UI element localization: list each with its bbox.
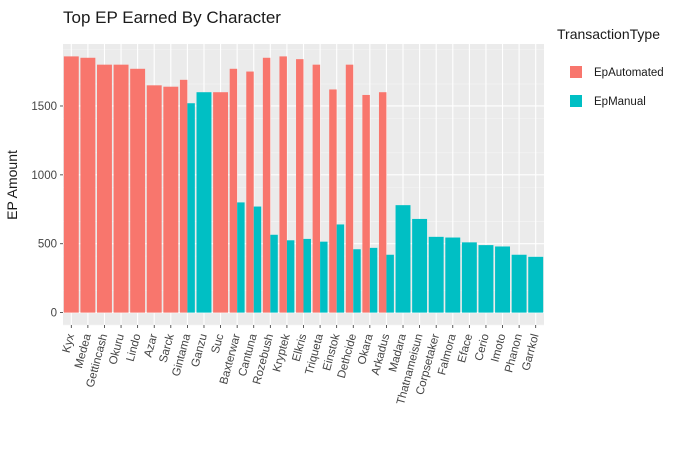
legend-label: EpAutomated xyxy=(594,67,664,79)
bar-epmanual-rozebush xyxy=(270,234,278,313)
bar-epautomated-elkris xyxy=(296,59,304,313)
x-tick-label: Cerio xyxy=(473,333,492,363)
x-tick-label: Azar xyxy=(142,333,160,359)
y-axis-label: EP Amount xyxy=(4,150,20,220)
bar-epmanual-thatnameisun xyxy=(412,218,428,313)
bar-epautomated-arkadus xyxy=(378,92,387,313)
bar-epmanual-corpsetaker xyxy=(428,236,444,313)
y-axis-ticks: 0 500 1000 1500 xyxy=(31,101,63,320)
y-tick-label: 500 xyxy=(38,239,57,251)
legend-swatch xyxy=(570,66,582,78)
bar-epautomated-einstok xyxy=(329,89,337,313)
bar-epautomated-gettincash xyxy=(97,64,112,313)
bar-epmanual-einstok xyxy=(336,224,345,313)
y-tick-label: 1000 xyxy=(31,170,57,182)
bar-epmanual-elkris xyxy=(303,238,311,313)
chart-title: Top EP Earned By Character xyxy=(63,8,281,27)
bar-epautomated-rozebush xyxy=(262,57,271,313)
x-axis-ticks: KyxMedeaGettincashOkuruLindoAzarSarckGin… xyxy=(61,325,542,406)
x-tick-label: Kyx xyxy=(61,332,78,354)
y-tick-label: 1500 xyxy=(31,101,57,113)
bar-epmanual-falmora xyxy=(445,237,461,313)
bar-epmanual-imoto xyxy=(495,246,510,313)
bar-epmanual-okara xyxy=(369,247,378,313)
bar-epautomated-gintama xyxy=(179,79,188,313)
legend-label: EpManual xyxy=(594,96,646,108)
bar-epautomated-cantuna xyxy=(246,71,254,313)
bar-epautomated-okara xyxy=(362,94,370,313)
bar-epautomated-lindo xyxy=(130,68,146,313)
bar-epmanual-triqueta xyxy=(320,241,328,313)
legend-swatch xyxy=(570,95,582,107)
bar-epmanual-gintama xyxy=(187,103,195,313)
bar-epautomated-okuru xyxy=(113,64,129,313)
bar-epmanual-madara xyxy=(395,205,411,313)
bar-epautomated-medea xyxy=(80,57,96,313)
bar-epmanual-baxterwar xyxy=(237,202,245,313)
x-tick-label: Okuru xyxy=(107,333,127,366)
x-tick-label: Lindo xyxy=(125,333,144,363)
legend-title: TransactionType xyxy=(557,26,660,42)
bar-epautomated-kyx xyxy=(63,56,79,313)
bar-epautomated-baxterwar xyxy=(229,68,238,313)
bar-epautomated-kryptek xyxy=(279,56,287,313)
bar-epmanual-kryptek xyxy=(286,240,295,313)
bar-epmanual-garrkol xyxy=(528,256,544,313)
bar-epmanual-ganzu xyxy=(196,92,212,313)
y-tick-label: 0 xyxy=(51,308,57,320)
x-tick-label: Suc xyxy=(210,332,227,354)
bar-epmanual-cerio xyxy=(478,245,494,313)
legend: TransactionType EpAutomated EpManual xyxy=(557,26,664,108)
bar-epautomated-triqueta xyxy=(312,64,321,313)
bar-epmanual-phanon xyxy=(511,254,527,313)
bar-epmanual-dethcide xyxy=(353,249,361,313)
bar-epmanual-arkadus xyxy=(386,254,394,313)
bar-epmanual-eface xyxy=(461,242,477,313)
bar-epautomated-sarck xyxy=(163,86,179,313)
bar-epmanual-cantuna xyxy=(253,206,262,313)
bar-epautomated-suc xyxy=(213,92,229,313)
bars xyxy=(63,56,544,313)
bar-epautomated-azar xyxy=(146,85,162,313)
bar-epautomated-dethcide xyxy=(345,64,354,313)
